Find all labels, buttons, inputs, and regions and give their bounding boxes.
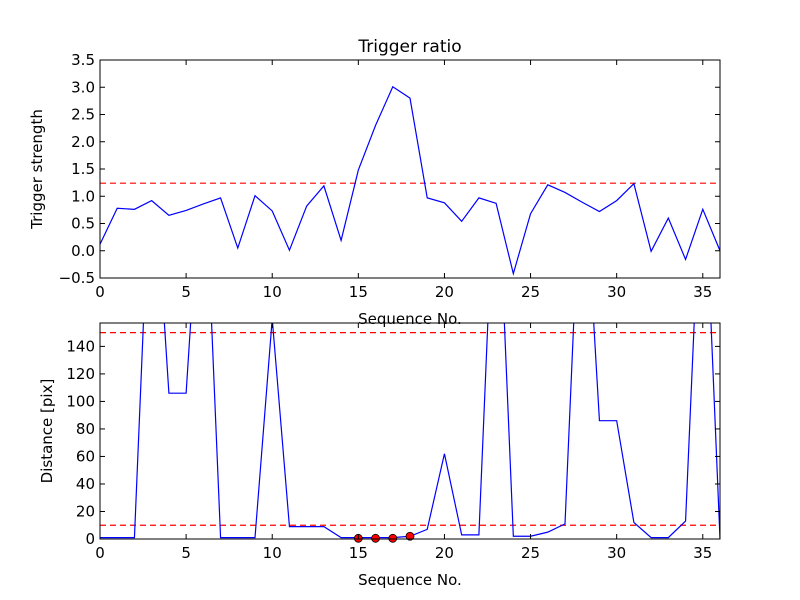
trigger-ratio-panel: Trigger ratio Sequence No. Trigger stren… <box>28 37 721 328</box>
y-tick-label: 100 <box>66 392 95 410</box>
series-line <box>100 85 720 276</box>
highlight-marker <box>371 533 380 543</box>
x-tick-label: 15 <box>349 283 368 301</box>
x-tick-label: 30 <box>607 283 626 301</box>
y-tick-label: 0 <box>85 530 95 548</box>
y-tick-label: 2.0 <box>71 133 95 151</box>
distance-panel: Sequence No. Distance [pix] 0 5 10 15 20 25 30… <box>38 322 721 589</box>
y-axis-label: Trigger strength <box>28 109 46 230</box>
y-tick-label: 120 <box>66 365 95 383</box>
x-tick-label: 20 <box>435 544 454 562</box>
chart-title: Trigger ratio <box>357 37 461 57</box>
highlight-marker <box>405 531 415 541</box>
x-tick-label: 35 <box>693 283 712 301</box>
x-tick-label: 20 <box>435 283 454 301</box>
x-tick-label: 35 <box>693 544 712 562</box>
y-tick-label: 2.5 <box>71 106 95 124</box>
x-tick-label: 15 <box>349 544 368 562</box>
y-tick-label: 0.5 <box>71 215 95 233</box>
x-tick-label: 0 <box>95 544 105 562</box>
highlight-marker <box>388 533 398 543</box>
y-tick-label: 40 <box>76 475 95 493</box>
y-axis-label: Distance [pix] <box>38 379 56 484</box>
x-tick-label: 5 <box>181 544 191 562</box>
y-tick-label: 1.5 <box>71 160 95 178</box>
x-tick-label: 5 <box>181 283 191 301</box>
y-tick-label: 3.0 <box>71 78 95 96</box>
plot-area <box>100 323 720 539</box>
x-tick-label: 0 <box>95 283 105 301</box>
plot-area <box>100 85 720 276</box>
y-tick-label: 140 <box>66 337 95 355</box>
plot-frame <box>99 322 721 540</box>
x-axis-label: Sequence No. <box>358 310 462 328</box>
x-tick-label: 10 <box>263 283 282 301</box>
x-axis-label: Sequence No. <box>358 571 462 589</box>
plot-frame <box>99 59 721 279</box>
y-tick-label: 1.0 <box>71 187 95 205</box>
x-tick-label: 10 <box>263 544 282 562</box>
y-tick-label: 60 <box>76 447 95 465</box>
x-tick-label: 25 <box>521 283 540 301</box>
x-tick-label: 25 <box>521 544 540 562</box>
y-tick-label: 80 <box>76 420 95 438</box>
y-tick-label: 20 <box>76 502 95 520</box>
y-tick-label: −0.5 <box>59 269 95 287</box>
y-tick-label: 3.5 <box>71 51 95 69</box>
y-tick-label: 0.0 <box>71 242 95 260</box>
x-tick-label: 30 <box>607 544 626 562</box>
